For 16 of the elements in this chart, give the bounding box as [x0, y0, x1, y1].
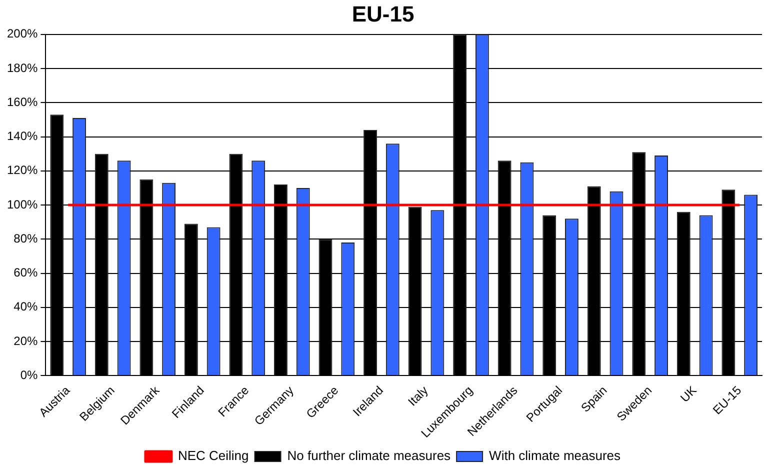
y-tick-label: 140%: [6, 129, 38, 144]
y-tick-label: 160%: [6, 94, 38, 109]
y-tick-label: 100%: [6, 197, 38, 212]
x-tick-label: UK: [678, 383, 700, 405]
y-tick-label: 180%: [6, 60, 38, 75]
legend-label: No further climate measures: [287, 448, 452, 464]
y-tick-label: 200%: [6, 26, 38, 41]
y-tick-label: 80%: [14, 231, 38, 246]
legend-label: With climate measures: [489, 448, 622, 464]
y-tick-label: 120%: [6, 163, 38, 178]
y-tick-label: 20%: [14, 334, 38, 348]
chart-title: EU-15: [352, 1, 414, 26]
y-tick-label: 60%: [14, 266, 38, 280]
y-tick-label: 0%: [20, 368, 38, 382]
y-tick-label: 40%: [14, 300, 38, 314]
legend-label: NEC Ceiling: [178, 448, 249, 464]
